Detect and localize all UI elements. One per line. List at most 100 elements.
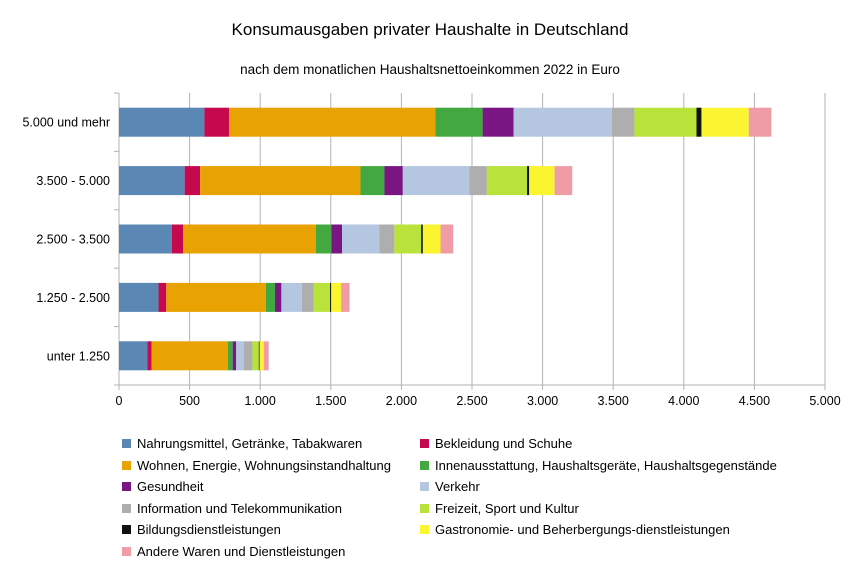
bar-segment: [252, 341, 259, 371]
y-tick-label: 5.000 und mehr: [22, 116, 110, 130]
legend-swatch: [122, 482, 131, 491]
bar-segment: [748, 107, 772, 137]
legend-label: Gastronomie- und Beherbergungs-dienstlei…: [435, 522, 730, 537]
legend-item: Gastronomie- und Beherbergungs-dienstlei…: [420, 522, 730, 537]
legend-label: Gesundheit: [137, 479, 204, 494]
legend-swatch: [420, 482, 429, 491]
bar-segment: [265, 282, 276, 312]
bar-segment: [440, 224, 454, 254]
bar-segment: [360, 166, 385, 196]
legend-item: Verkehr: [420, 479, 480, 494]
bar-segment: [204, 107, 230, 137]
bar-segment: [243, 341, 253, 371]
x-tick-label: 4.500: [739, 394, 770, 408]
bar-segment: [200, 166, 361, 196]
bar-segment: [341, 282, 350, 312]
bar-segment: [229, 107, 436, 137]
legend-swatch: [420, 439, 429, 448]
bar-segment: [119, 282, 159, 312]
x-tick-label: 0: [116, 394, 123, 408]
legend-label: Bekleidung und Schuhe: [435, 436, 573, 451]
bar-segment: [342, 224, 380, 254]
bar-segment: [281, 282, 302, 312]
bar-segment: [259, 341, 264, 371]
bar-segment: [486, 166, 528, 196]
legend-item: Wohnen, Energie, Wohnungsinstandhaltung: [122, 458, 391, 473]
chart-title: Konsumausgaben privater Haushalte in Deu…: [231, 20, 629, 39]
x-tick-label: 1.000: [245, 394, 276, 408]
legend-item: Bildungsdienstleistungen: [122, 522, 281, 537]
bar-segment: [184, 166, 201, 196]
x-tick-label: 1.500: [315, 394, 346, 408]
bar-segment: [171, 224, 184, 254]
legend-swatch: [420, 525, 429, 534]
bar-segment: [421, 224, 423, 254]
legend-item: Bekleidung und Schuhe: [420, 436, 572, 451]
bar-segment: [331, 224, 343, 254]
legend-item: Freizeit, Sport und Kultur: [420, 501, 579, 516]
bar-segment: [554, 166, 573, 196]
bar-segment: [119, 166, 185, 196]
bar-segment: [275, 282, 282, 312]
x-tick-label: 2.000: [386, 394, 417, 408]
y-tick-label: 3.500 - 5.000: [36, 174, 110, 188]
bar-segment: [119, 224, 172, 254]
x-tick-label: 4.000: [668, 394, 699, 408]
y-tick-label: 2.500 - 3.500: [36, 233, 110, 247]
legend-item: Gesundheit: [122, 479, 204, 494]
bar-segment: [313, 282, 331, 312]
x-tick-label: 3.000: [527, 394, 558, 408]
bar-segment: [513, 107, 612, 137]
bar-segment: [469, 166, 487, 196]
bar-segment: [634, 107, 697, 137]
legend-item: Nahrungsmittel, Getränke, Tabakwaren: [122, 436, 362, 451]
bar-segment: [482, 107, 514, 137]
bar-segment: [236, 341, 244, 371]
bar-segment: [701, 107, 749, 137]
legend-swatch: [420, 503, 429, 513]
bar-segment: [384, 166, 403, 196]
legend-item: Andere Waren und Dienstleistungen: [122, 544, 345, 559]
x-tick-label: 5.000: [809, 394, 840, 408]
bar-segment: [119, 107, 205, 137]
legend-item: Innenausstattung, Haushaltsgeräte, Haush…: [420, 458, 777, 473]
legend-swatch: [122, 503, 131, 513]
bar-segment: [227, 341, 233, 371]
bar-segment: [258, 341, 260, 371]
chart-subtitle: nach dem monatlichen Haushaltsnettoeinko…: [240, 62, 620, 77]
legend-label: Verkehr: [435, 479, 480, 494]
y-tick-label: unter 1.250: [47, 349, 110, 363]
bar-segment: [166, 282, 266, 312]
y-tick-label: 1.250 - 2.500: [36, 291, 110, 305]
legend-item: Information und Telekommunikation: [122, 501, 342, 516]
x-tick-label: 3.500: [598, 394, 629, 408]
bar-segment: [158, 282, 167, 312]
bar-segment: [611, 107, 635, 137]
bar-segment: [232, 341, 237, 371]
legend-label: Innenausstattung, Haushaltsgeräte, Haush…: [435, 457, 777, 473]
bar-segment: [527, 166, 530, 196]
legend-swatch: [420, 460, 429, 470]
bar-segment: [330, 282, 332, 312]
legend-label: Andere Waren und Dienstleistungen: [137, 543, 346, 559]
bar-segment: [147, 341, 152, 371]
bar-segment: [402, 166, 470, 196]
x-tick-label: 2.500: [456, 394, 487, 408]
bar-segment: [435, 107, 483, 137]
bar-segment: [394, 224, 422, 254]
legend-label: Bildungsdienstleistungen: [137, 522, 281, 537]
legend-swatch: [122, 460, 131, 470]
bar-segment: [529, 166, 555, 196]
legend-swatch: [122, 525, 131, 534]
legend-label: Information und Telekommunikation: [137, 500, 342, 516]
bar-segment: [331, 282, 342, 312]
bar-segment: [183, 224, 316, 254]
legend-label: Nahrungsmittel, Getränke, Tabakwaren: [137, 436, 363, 451]
legend-swatch: [122, 546, 131, 556]
bar-segment: [696, 107, 702, 137]
bar-segment: [263, 341, 269, 371]
chart-plot: 0 500 1.000 1.500 2.000 2.500 3.000 3.500 4.000 4…: [22, 92, 841, 408]
bar-segment: [151, 341, 228, 371]
legend-label: Freizeit, Sport und Kultur: [435, 500, 579, 516]
bar-segment: [301, 282, 314, 312]
